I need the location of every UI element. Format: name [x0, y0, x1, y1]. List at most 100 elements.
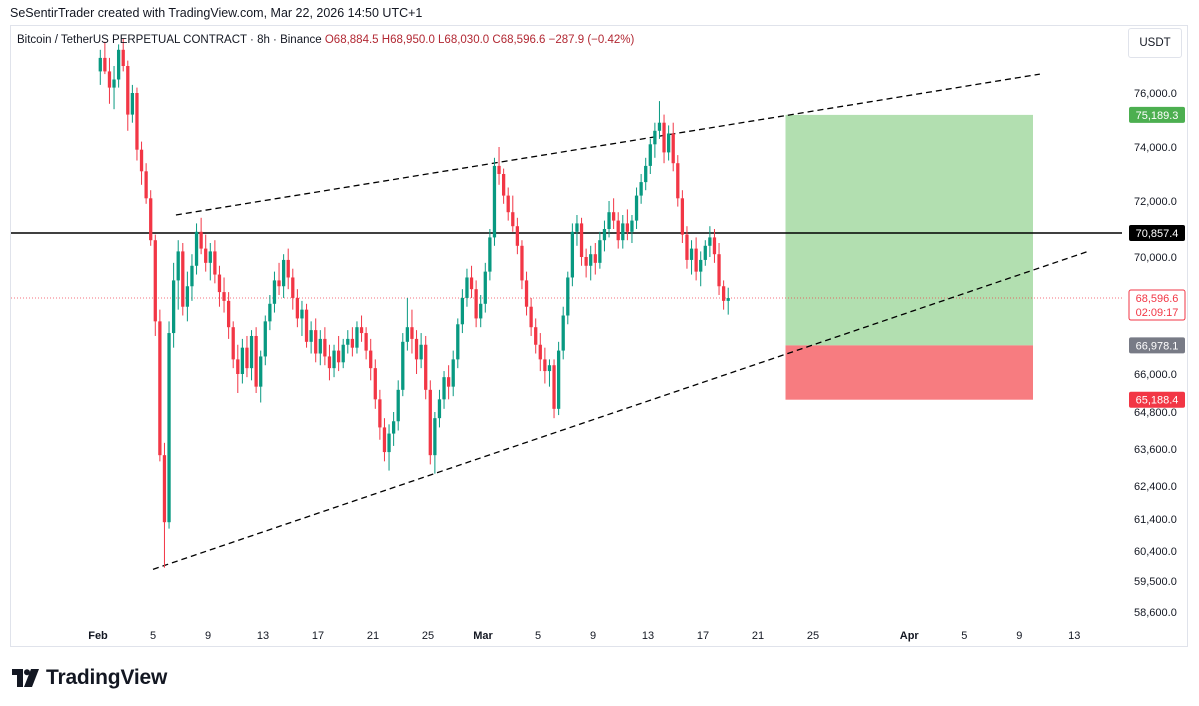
- candle: [98, 49, 102, 85]
- candle-body: [584, 257, 588, 266]
- time-tick-label: 17: [697, 630, 709, 642]
- candle-body: [474, 289, 478, 319]
- candle: [534, 318, 538, 354]
- candle: [295, 289, 300, 328]
- candle-body: [281, 259, 286, 287]
- candle: [176, 240, 180, 310]
- candle: [107, 57, 112, 104]
- candle: [703, 240, 707, 266]
- level-price-tag: 70,857.4: [1129, 224, 1185, 241]
- candle-body: [208, 251, 212, 263]
- candle: [103, 41, 107, 75]
- candle: [653, 122, 657, 158]
- candle-body: [217, 274, 222, 293]
- candle-body: [648, 144, 652, 166]
- candle: [355, 321, 359, 354]
- time-tick-label: Mar: [473, 630, 493, 642]
- candle: [121, 39, 125, 72]
- candle-body: [153, 240, 157, 322]
- candle: [199, 217, 203, 255]
- candle: [446, 365, 451, 400]
- candle-body: [721, 286, 726, 301]
- candle-body: [236, 359, 240, 374]
- candle-body: [593, 254, 597, 263]
- candle: [520, 240, 524, 290]
- candle-body: [98, 57, 102, 72]
- candle: [547, 359, 552, 387]
- candles: [98, 39, 730, 568]
- candle-body: [295, 297, 300, 319]
- currency-unit-button[interactable]: USDT: [1128, 28, 1182, 58]
- candle-body: [171, 280, 176, 334]
- candle-body: [332, 350, 336, 369]
- candle-body: [483, 271, 487, 304]
- candle: [648, 138, 652, 174]
- candle-body: [254, 335, 258, 387]
- candle-body: [653, 130, 657, 145]
- candle-body: [666, 133, 671, 153]
- candle: [414, 330, 419, 374]
- candle: [726, 287, 730, 315]
- candle: [666, 125, 671, 161]
- candle: [208, 243, 212, 281]
- candle: [185, 271, 190, 322]
- candle-body: [162, 455, 167, 523]
- candle: [584, 248, 588, 278]
- time-tick-label: 13: [642, 630, 654, 642]
- candle: [579, 217, 584, 266]
- candle-body: [621, 223, 625, 241]
- candle-body: [245, 347, 249, 369]
- candle: [469, 265, 474, 298]
- candle: [332, 344, 336, 378]
- candle: [488, 229, 492, 281]
- candle-body: [602, 229, 607, 241]
- time-tick-label: 21: [367, 630, 379, 642]
- candle-body: [222, 292, 226, 301]
- price-axis: 76,000.0 74,000.0 72,000.0 70,000.0 66,000.0…: [1134, 88, 1177, 619]
- entry-price-tag-bg: [1129, 337, 1185, 354]
- candle: [204, 234, 208, 272]
- candle-body: [112, 79, 116, 88]
- candle: [405, 297, 410, 351]
- last-price-tag: 68,596.6 02:09:17: [1128, 289, 1186, 321]
- candle: [286, 248, 290, 290]
- position-zones: [785, 114, 1033, 400]
- candle: [639, 174, 643, 204]
- candle: [144, 163, 148, 204]
- time-tick-label: 25: [422, 630, 434, 642]
- candle: [424, 335, 428, 400]
- candle: [323, 327, 327, 366]
- candle: [277, 262, 281, 296]
- candle: [167, 321, 171, 529]
- time-tick-label: 9: [590, 630, 596, 642]
- price-tick-label: 59,500.0: [1134, 576, 1177, 588]
- time-tick-label: 21: [752, 630, 764, 642]
- candle-body: [130, 93, 135, 115]
- price-tick-label: 58,600.0: [1134, 607, 1177, 619]
- tradingview-brand: TradingView: [46, 666, 168, 689]
- candle: [515, 217, 520, 255]
- candle-body: [515, 226, 520, 246]
- target-price-tag-bg: [1129, 106, 1185, 123]
- stop-zone: [785, 345, 1033, 400]
- candle-body: [199, 231, 203, 249]
- symbol-title: Bitcoin / TetherUS PERPETUAL CONTRACT · …: [17, 34, 322, 46]
- candle-body: [277, 280, 281, 287]
- candle: [712, 229, 717, 263]
- candle-body: [547, 365, 552, 372]
- level-price-tag-text: 70,857.4: [1136, 228, 1179, 240]
- candle-body: [419, 344, 423, 360]
- candle: [396, 380, 400, 431]
- candle: [685, 226, 689, 269]
- candle-body: [469, 277, 474, 290]
- candle: [341, 338, 345, 369]
- candle-body: [291, 277, 295, 298]
- candle-body: [364, 333, 368, 351]
- chart-credit: SeSentirTrader created with TradingView.…: [10, 6, 423, 20]
- level-price-tag-bg: [1129, 224, 1185, 241]
- candle: [236, 344, 240, 393]
- countdown-text: 02:09:17: [1136, 307, 1179, 319]
- candle-body: [717, 254, 721, 287]
- price-tick-label: 60,400.0: [1134, 546, 1177, 558]
